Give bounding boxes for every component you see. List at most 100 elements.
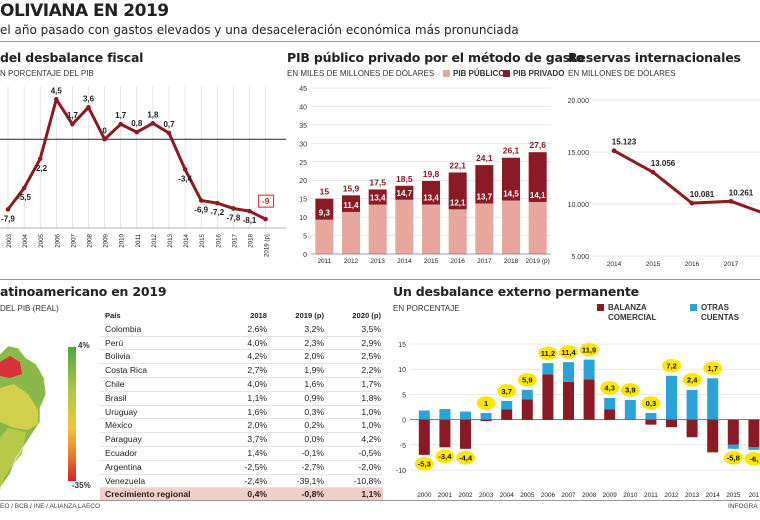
externo-bar-balanza	[521, 399, 533, 420]
cell-2019: -2,7%	[269, 460, 326, 475]
fiscal-tick-label: 2010	[119, 233, 126, 247]
pib-public-label: 12,1	[450, 198, 466, 207]
table-row: Costa Rica 2,7% 1,9% 2,2%	[100, 363, 383, 378]
externo-x-tick: 201	[749, 492, 760, 499]
fiscal-data-label: 1,7	[115, 111, 127, 120]
externo-bar-otras	[521, 389, 533, 400]
pib-bar-private	[315, 198, 334, 220]
fiscal-highlight-box	[258, 194, 275, 208]
externo-total-badge	[682, 373, 702, 387]
pib-public-label: 14,7	[397, 189, 413, 198]
cell-2019: 3,2%	[269, 322, 326, 337]
cell-2019: 1,9%	[269, 363, 326, 378]
pib-bar-public	[342, 211, 360, 254]
cell-2018: -2,5%	[212, 460, 269, 475]
externo-y-tick: 10	[398, 367, 406, 374]
fiscal-tick-label: 2006	[54, 233, 61, 247]
fiscal-tick-label: 2004	[22, 233, 29, 247]
fiscal-point	[37, 156, 43, 162]
externo-bar-balanza	[666, 419, 677, 428]
table-row: Uruguay 1,6% 0,3% 1,0%	[100, 405, 383, 420]
externo-y-tick: 0	[402, 418, 406, 425]
fiscal-point	[182, 167, 188, 172]
externo-x-tick: 2003	[479, 492, 494, 499]
pib-bar-public	[395, 199, 414, 254]
cell-2020: 1,7%	[326, 377, 383, 392]
externo-x-tick: 2010	[623, 492, 638, 499]
reservas-x-tick: 2017	[724, 261, 739, 268]
externo-total-badge	[579, 342, 599, 357]
externo-total-label: 11,4	[561, 348, 576, 357]
cell-2020: 1,0%	[326, 418, 383, 434]
cell-2020: -0,5%	[326, 446, 383, 461]
externo-total-badge	[538, 346, 558, 360]
fiscal-tick-label: 2016	[215, 233, 222, 247]
cell-2020: -2,0%	[326, 460, 383, 475]
pib-total-label: 27,6	[529, 140, 546, 150]
pib-y-tick: 45	[299, 86, 307, 93]
externo-x-tick: 2005	[520, 492, 535, 499]
pib-public-label: 13,4	[423, 194, 439, 203]
externo-bar-balanza	[748, 419, 760, 448]
externo-title: Un desbalance externo permanente	[393, 284, 639, 299]
externo-total-badge	[497, 384, 517, 398]
pib-x-tick: 2019 (p)	[526, 258, 550, 265]
pib-y-tick: 40	[299, 104, 307, 111]
externo-bar-chart: 15 10 5 0 -5 -10 -5,3 2000 -3,4 2001 -4,4 2002 1 2003…	[396, 342, 760, 499]
pib-bar-private	[368, 189, 387, 205]
reservas-y-tick: 10.000	[568, 202, 590, 209]
externo-bar-otras	[686, 389, 698, 420]
fiscal-point	[102, 136, 107, 142]
fiscal-title: del desbalance fiscal	[0, 50, 144, 65]
fiscal-data-label: 0,8	[131, 119, 143, 128]
cell-2020: 1,8%	[326, 391, 383, 406]
pib-public-label: 14,5	[503, 190, 519, 199]
externo-bar-otras	[727, 444, 739, 449]
pib-y-tick: 20	[299, 178, 307, 185]
externo-x-tick: 2015	[726, 492, 741, 499]
externo-total-label: -3,4	[438, 452, 452, 461]
externo-total-label: -4,4	[459, 454, 473, 463]
externo-total-badge	[662, 358, 681, 373]
pib-bar-public	[368, 204, 387, 254]
externo-total-label: 11,9	[582, 345, 596, 354]
cell-country: Ecuador	[100, 446, 212, 461]
pib-bar-public	[475, 203, 494, 254]
cell-2019: 2,0%	[269, 349, 326, 365]
externo-bar-otras	[460, 411, 471, 420]
footer-credit: INFOGRA	[728, 503, 758, 510]
externo-total-badge	[435, 449, 455, 464]
externo-y-tick: -10	[396, 468, 406, 475]
cell-country: Chile	[100, 377, 212, 392]
pib-total-label: 26,1	[503, 146, 520, 156]
externo-bar-otras	[439, 409, 451, 420]
cell-2018: -2,4%	[212, 474, 269, 489]
fiscal-point	[231, 206, 236, 211]
externo-total-badge	[723, 451, 743, 465]
pib-bar-public	[528, 201, 547, 254]
externo-total-badge	[559, 345, 578, 359]
headline: OLIVIANA EN 2019	[0, 1, 169, 21]
pib-x-tick: 2011	[317, 258, 331, 265]
fiscal-point	[247, 208, 252, 214]
pib-legend-private-label: PIB PRIVADO	[513, 69, 565, 78]
reservas-data-label: 13.056	[651, 159, 676, 168]
fiscal-data-label: 0,7	[163, 120, 175, 129]
fiscal-tick-label: 2014	[183, 233, 190, 247]
reservas-data-label: 10.261	[729, 188, 754, 197]
externo-x-tick: 2012	[664, 492, 679, 499]
externo-bar-otras	[480, 413, 492, 420]
pib-y-tick: 10	[299, 215, 307, 222]
externo-bar-balanza	[418, 419, 430, 455]
externo-total-badge	[600, 381, 620, 395]
fiscal-point	[215, 200, 220, 206]
cell-2018: 3,7%	[212, 432, 269, 447]
cell-2019: 2,3%	[269, 336, 326, 351]
externo-bar-otras	[748, 447, 760, 450]
pib-total-label: 15	[320, 187, 330, 197]
reservas-point	[650, 169, 656, 175]
fiscal-tick-label: 2019 (p)	[264, 234, 271, 257]
table-row: México 2,0% 0,2% 1,0%	[100, 418, 383, 434]
pib-bar-private	[422, 180, 440, 205]
externo-bar-balanza	[583, 379, 595, 420]
